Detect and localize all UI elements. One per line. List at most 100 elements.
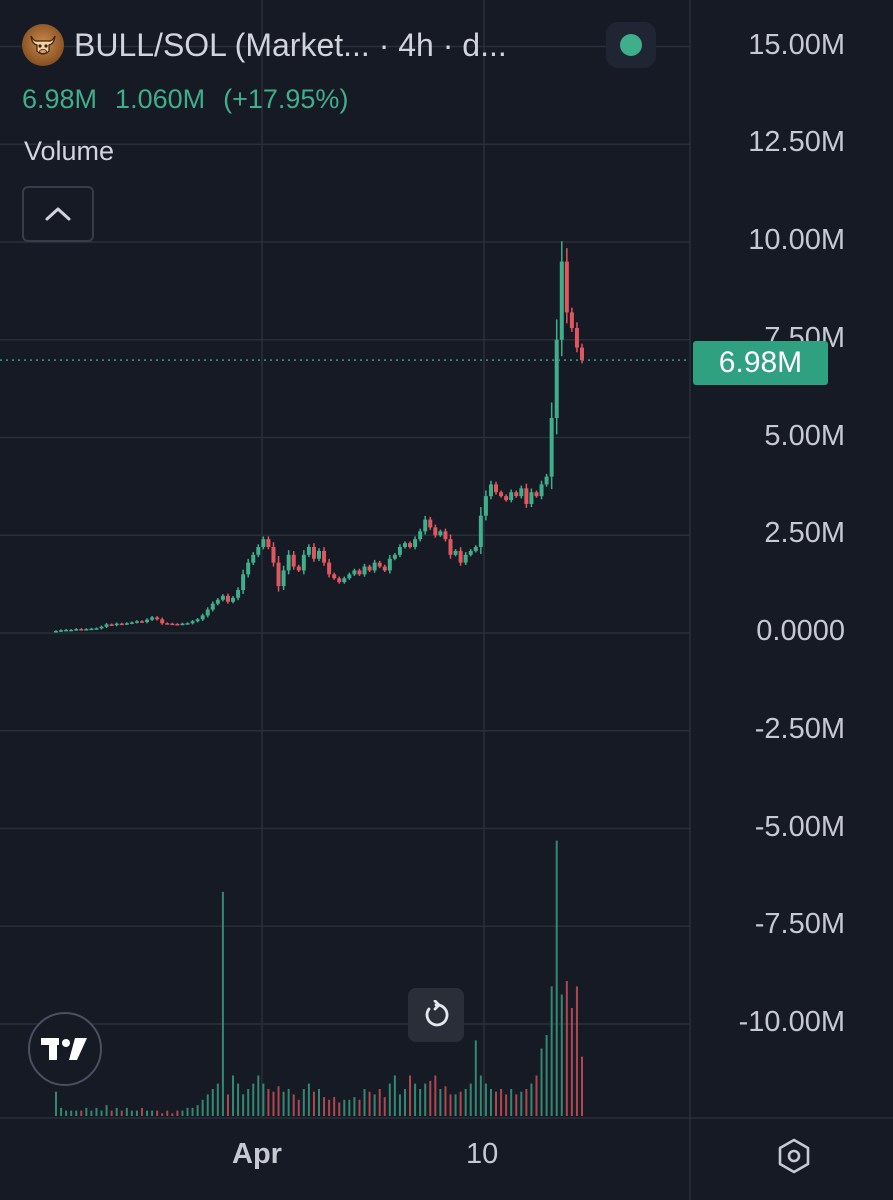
volume-bar: [252, 1083, 255, 1116]
candle-body: [134, 621, 139, 623]
candle-body: [539, 484, 544, 497]
live-status-button[interactable]: [606, 22, 656, 68]
candle-body: [124, 623, 129, 625]
candle-body: [337, 578, 342, 583]
volume-bar: [161, 1113, 164, 1116]
volume-bar: [70, 1110, 73, 1116]
candle-body: [569, 312, 574, 329]
volume-bar: [60, 1107, 63, 1116]
candle-body: [236, 589, 241, 598]
volume-bar: [181, 1110, 184, 1116]
volume-bar: [464, 1089, 467, 1116]
volume-bar: [166, 1110, 169, 1116]
volume-bar: [565, 981, 568, 1116]
volume-bars: [55, 840, 583, 1116]
candle-body: [362, 566, 367, 575]
volume-bar: [125, 1107, 128, 1116]
price-axis-label: 15.00M: [748, 28, 845, 61]
candle-body: [99, 626, 104, 629]
candle-body: [241, 574, 246, 590]
candle-body: [483, 496, 488, 516]
volume-bar: [449, 1094, 452, 1116]
candle-body: [251, 554, 256, 563]
candle-body: [580, 347, 584, 361]
candle-body: [84, 629, 89, 631]
candle-body: [332, 574, 337, 579]
candle-body: [397, 546, 402, 555]
candle-body: [564, 261, 569, 313]
volume-bar: [318, 1089, 320, 1116]
price-axis-label: -7.50M: [754, 908, 845, 941]
candle-body: [519, 488, 524, 497]
volume-bar: [257, 1075, 260, 1116]
candle-body: [544, 476, 549, 485]
candle-body: [438, 531, 443, 536]
candle-body: [478, 515, 483, 547]
volume-bar: [378, 1089, 381, 1116]
volume-bar: [186, 1107, 189, 1116]
volume-bar: [247, 1089, 250, 1116]
volume-indicator-label[interactable]: Volume: [24, 136, 115, 166]
volume-bar: [414, 1083, 417, 1116]
candle-body: [145, 619, 150, 623]
candle-body: [448, 539, 453, 555]
candle-body: [549, 417, 554, 477]
candle-body: [170, 623, 175, 626]
price-axis-label: 0.0000: [756, 615, 845, 647]
volume-bar: [555, 840, 558, 1116]
volume-bar: [232, 1075, 235, 1116]
candle-body: [185, 623, 190, 625]
volume-bar: [196, 1105, 199, 1116]
volume-bar: [388, 1083, 391, 1116]
candle-body: [382, 566, 387, 571]
candle-body: [473, 546, 478, 551]
volume-bar: [403, 1089, 406, 1116]
volume-bar: [454, 1094, 457, 1116]
candle-body: [160, 619, 165, 624]
candle-body: [271, 546, 276, 563]
tradingview-logo-icon[interactable]: [28, 1012, 102, 1086]
candle-body: [246, 562, 251, 575]
candle-body: [408, 543, 413, 547]
volume-bar: [282, 1091, 285, 1116]
volume-bar: [267, 1089, 270, 1116]
bull-coin-icon: [22, 24, 64, 66]
volume-bar: [505, 1094, 508, 1116]
candle-body: [524, 488, 529, 504]
change-percent: (+17.95%): [223, 84, 349, 114]
candle-body: [458, 550, 463, 563]
volume-bar: [242, 1094, 245, 1116]
price-summary: 6.98M 1.060M (+17.95%): [22, 84, 348, 115]
volume-bar: [484, 1083, 487, 1116]
reset-chart-button[interactable]: [408, 988, 464, 1042]
collapse-legend-button[interactable]: [22, 186, 94, 242]
candle-body: [150, 617, 155, 620]
candle-body: [210, 603, 215, 610]
candle-body: [327, 562, 332, 575]
volume-bar: [171, 1113, 174, 1116]
reset-chart-icon: [425, 1000, 449, 1027]
volume-bar: [135, 1110, 138, 1116]
volume-bar: [469, 1083, 472, 1116]
candle-body: [529, 492, 534, 504]
candle-body: [225, 595, 230, 602]
candle-body: [215, 599, 220, 604]
volume-bar: [191, 1107, 194, 1116]
time-label-10: 10: [466, 1138, 499, 1170]
price-axis-label: 5.00M: [764, 419, 845, 452]
chart-settings-button[interactable]: [772, 1134, 816, 1178]
price-candles: [54, 241, 584, 633]
candle-body: [231, 597, 236, 602]
volume-bar: [409, 1075, 412, 1116]
volume-bar: [328, 1099, 331, 1116]
candle-body: [54, 631, 58, 633]
candle-body: [89, 628, 94, 631]
candle-body: [554, 339, 559, 418]
volume-bar: [419, 1089, 422, 1116]
candle-body: [352, 570, 357, 575]
candle-body: [296, 566, 301, 571]
chart-title[interactable]: BULL/SOL (Market... · 4h · d...: [74, 26, 507, 63]
volume-bar: [368, 1091, 371, 1116]
